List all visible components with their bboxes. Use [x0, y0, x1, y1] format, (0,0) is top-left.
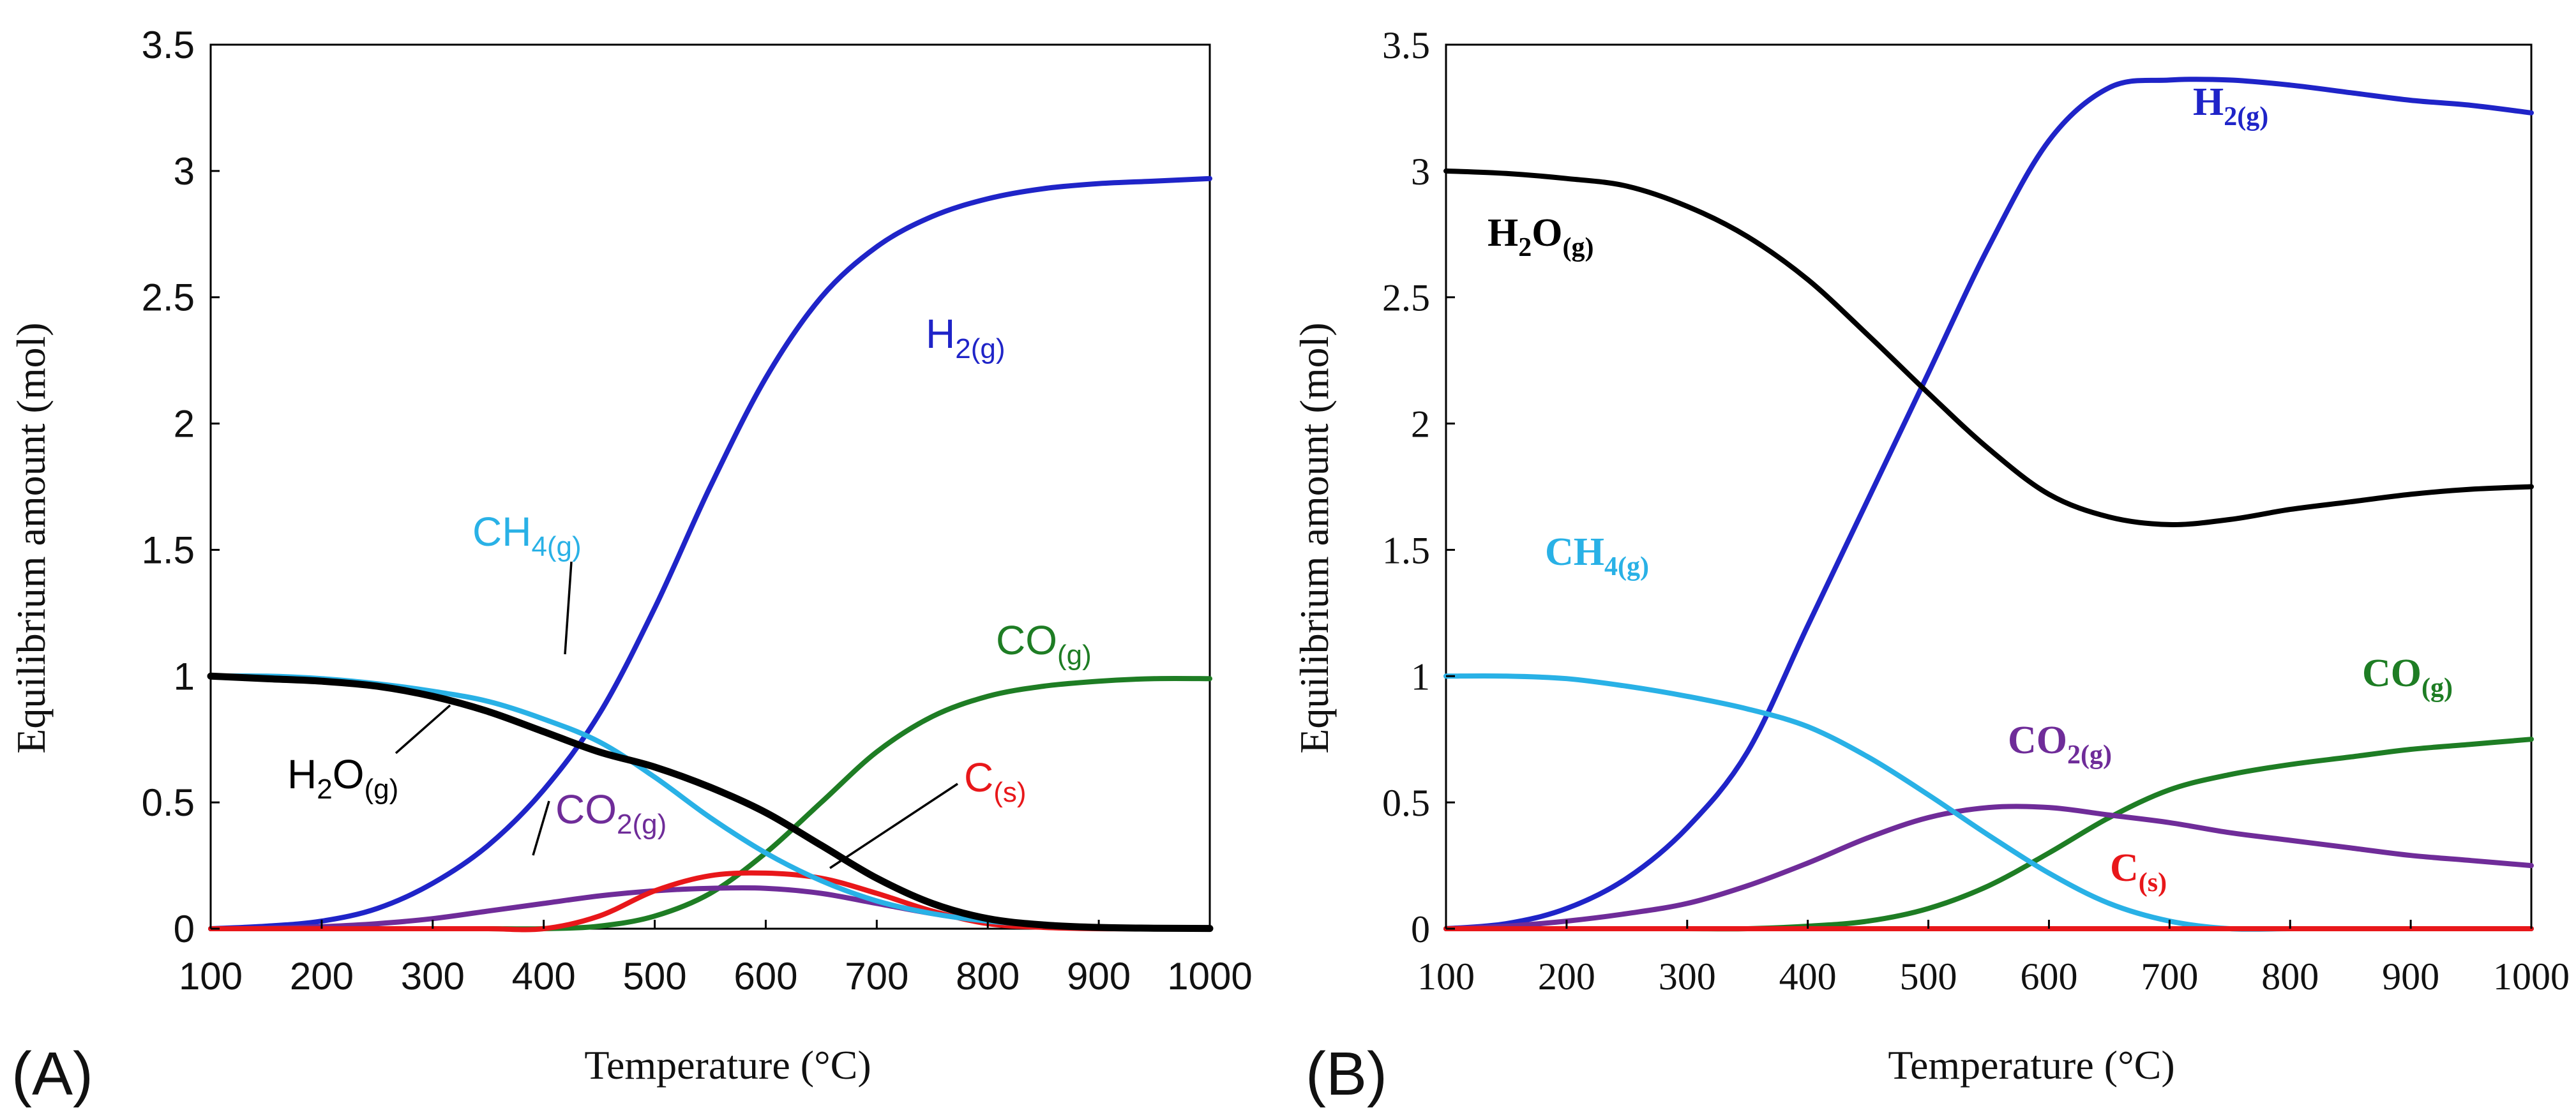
panel-a-x-tick-label: 100 — [179, 955, 243, 998]
panel-a-y-tick-label: 0 — [174, 908, 195, 950]
panel-b-x-tick-label: 700 — [2141, 956, 2198, 998]
panel-a-leader-lines — [395, 561, 958, 869]
panel-a-label: (A) — [11, 1040, 93, 1108]
panel-b-label: (B) — [1306, 1040, 1387, 1108]
panel-b-cog-label: CO(g) — [2362, 652, 2453, 703]
panel-a-h2og-leader-line — [395, 704, 451, 754]
panel-b-y-tick-label: 1 — [1411, 656, 1430, 698]
panel-a-x-tick-label: 700 — [845, 955, 908, 998]
panel-a-h2og-line — [207, 672, 1214, 933]
panel-b-x-tick-label: 200 — [1538, 956, 1595, 998]
panel-b-cs-label: C(s) — [2110, 846, 2167, 897]
panel-b-h2og-label: H2O(g) — [1488, 211, 1593, 262]
panel-b-x-tick-label: 800 — [2261, 956, 2319, 998]
panel-b-co2g-line — [1443, 804, 2534, 931]
panel-b-y-axis-label: Equilibrium amount (mol) — [1292, 322, 1337, 753]
panel-b-x-tick-label: 400 — [1779, 956, 1837, 998]
panel-b-series-lines — [1443, 77, 2534, 932]
panel-b-x-tick-label: 600 — [2020, 956, 2077, 998]
panel-a-x-tick-label: 1000 — [1167, 955, 1252, 998]
panel-b-y-tick-label: 3.5 — [1382, 24, 1430, 66]
panel-a-x-tick-label: 900 — [1067, 955, 1131, 998]
panel-a-y-tick-label: 3.5 — [142, 24, 195, 66]
panel-b-y-tick-label: 0.5 — [1382, 782, 1430, 824]
panel-a-x-tick-label: 500 — [623, 955, 687, 998]
panel-b-h2g-line — [1443, 77, 2534, 931]
panel-a-x-tick-label: 800 — [956, 955, 1020, 998]
panel-b-x-tick-label: 300 — [1659, 956, 1716, 998]
panel-a-y-tick-label: 1.5 — [142, 529, 195, 571]
panel-a-ticks: 100 200 300 400 500 600 700 800 900 1000 0 0.5 1 1.5 2… — [142, 24, 1253, 998]
panel-b-y-tick-label: 0 — [1411, 908, 1430, 950]
panel-a-y-tick-label: 2 — [174, 403, 195, 446]
panel-a-y-tick-label: 2.5 — [142, 276, 195, 319]
panel-a-x-tick-label: 600 — [734, 955, 797, 998]
panel-a-x-axis-label: Temperature (°C) — [584, 1042, 871, 1088]
panel-a-h2g-line — [208, 176, 1212, 931]
panel-a-y-axis-label: Equilibrium amount (mol) — [8, 322, 54, 753]
panel-b-x-tick-label: 100 — [1417, 956, 1475, 998]
panel-a-series-lines — [207, 176, 1214, 933]
panel-a-plot-border — [209, 43, 1211, 930]
panel-a-ch4g-label: CH4(g) — [472, 509, 582, 562]
panel-a-cog-label: CO(g) — [996, 617, 1092, 671]
panel-b-h2og-line — [1443, 168, 2534, 527]
panel-b-ch4g-label: CH4(g) — [1545, 530, 1649, 581]
panel-a-plot-frame — [209, 43, 1211, 930]
panel-a-ch4g-leader-line — [564, 561, 573, 655]
panel-a-co2g-label: CO2(g) — [555, 786, 667, 840]
panel-a-y-tick-label: 1 — [174, 655, 195, 698]
panel-b-x-tick-label: 500 — [1900, 956, 1957, 998]
panel-b-x-tick-label: 1000 — [2493, 956, 2570, 998]
panel-b-y-tick-label: 3 — [1411, 151, 1430, 193]
panel-a-series-labels: H2(g) CO(g) CO2(g) C(s) CH4(g) H2O(g) — [287, 311, 1092, 840]
panel-a-h2og-label: H2O(g) — [287, 751, 398, 805]
panel-a-x-tick-label: 300 — [401, 955, 465, 998]
panel-b-y-tick-label: 2 — [1411, 403, 1430, 446]
panel-b-x-tick-label: 900 — [2382, 956, 2439, 998]
panel-b-y-tick-label: 1.5 — [1382, 529, 1430, 571]
panel-b-x-axis-label: Temperature (°C) — [1888, 1042, 2174, 1088]
panel-a-x-tick-label: 400 — [512, 955, 576, 998]
panel-a-co2g-leader-line — [532, 800, 550, 856]
panel-a-y-tick-label: 0.5 — [142, 781, 195, 824]
panel-b-ticks: 100 200 300 400 500 600 700 800 900 1000 0 0.5 1 1.5 2… — [1382, 24, 2570, 998]
panel-a-h2g-label: H2(g) — [926, 311, 1005, 364]
panel-a-y-tick-label: 3 — [174, 150, 195, 193]
panel-a-chart: 100 200 300 400 500 600 700 800 900 1000 0 0.5 1 1.5 2… — [8, 24, 1253, 1108]
panel-a-x-tick-label: 200 — [290, 955, 354, 998]
panel-a-cs-leader-line — [829, 783, 958, 869]
panel-b-h2g-label: H2(g) — [2193, 80, 2268, 131]
panel-b-co2g-label: CO2(g) — [2008, 719, 2112, 770]
panel-b-y-tick-label: 2.5 — [1382, 277, 1430, 319]
panel-b-series-labels: H2(g) CO(g) CO2(g) CH4(g) H2O(g) C(s) — [1488, 80, 2453, 897]
panel-a-cs-label: C(s) — [964, 754, 1027, 808]
panel-b-chart: 100 200 300 400 500 600 700 800 900 1000 0 0.5 1 1.5 2… — [1292, 24, 2570, 1108]
